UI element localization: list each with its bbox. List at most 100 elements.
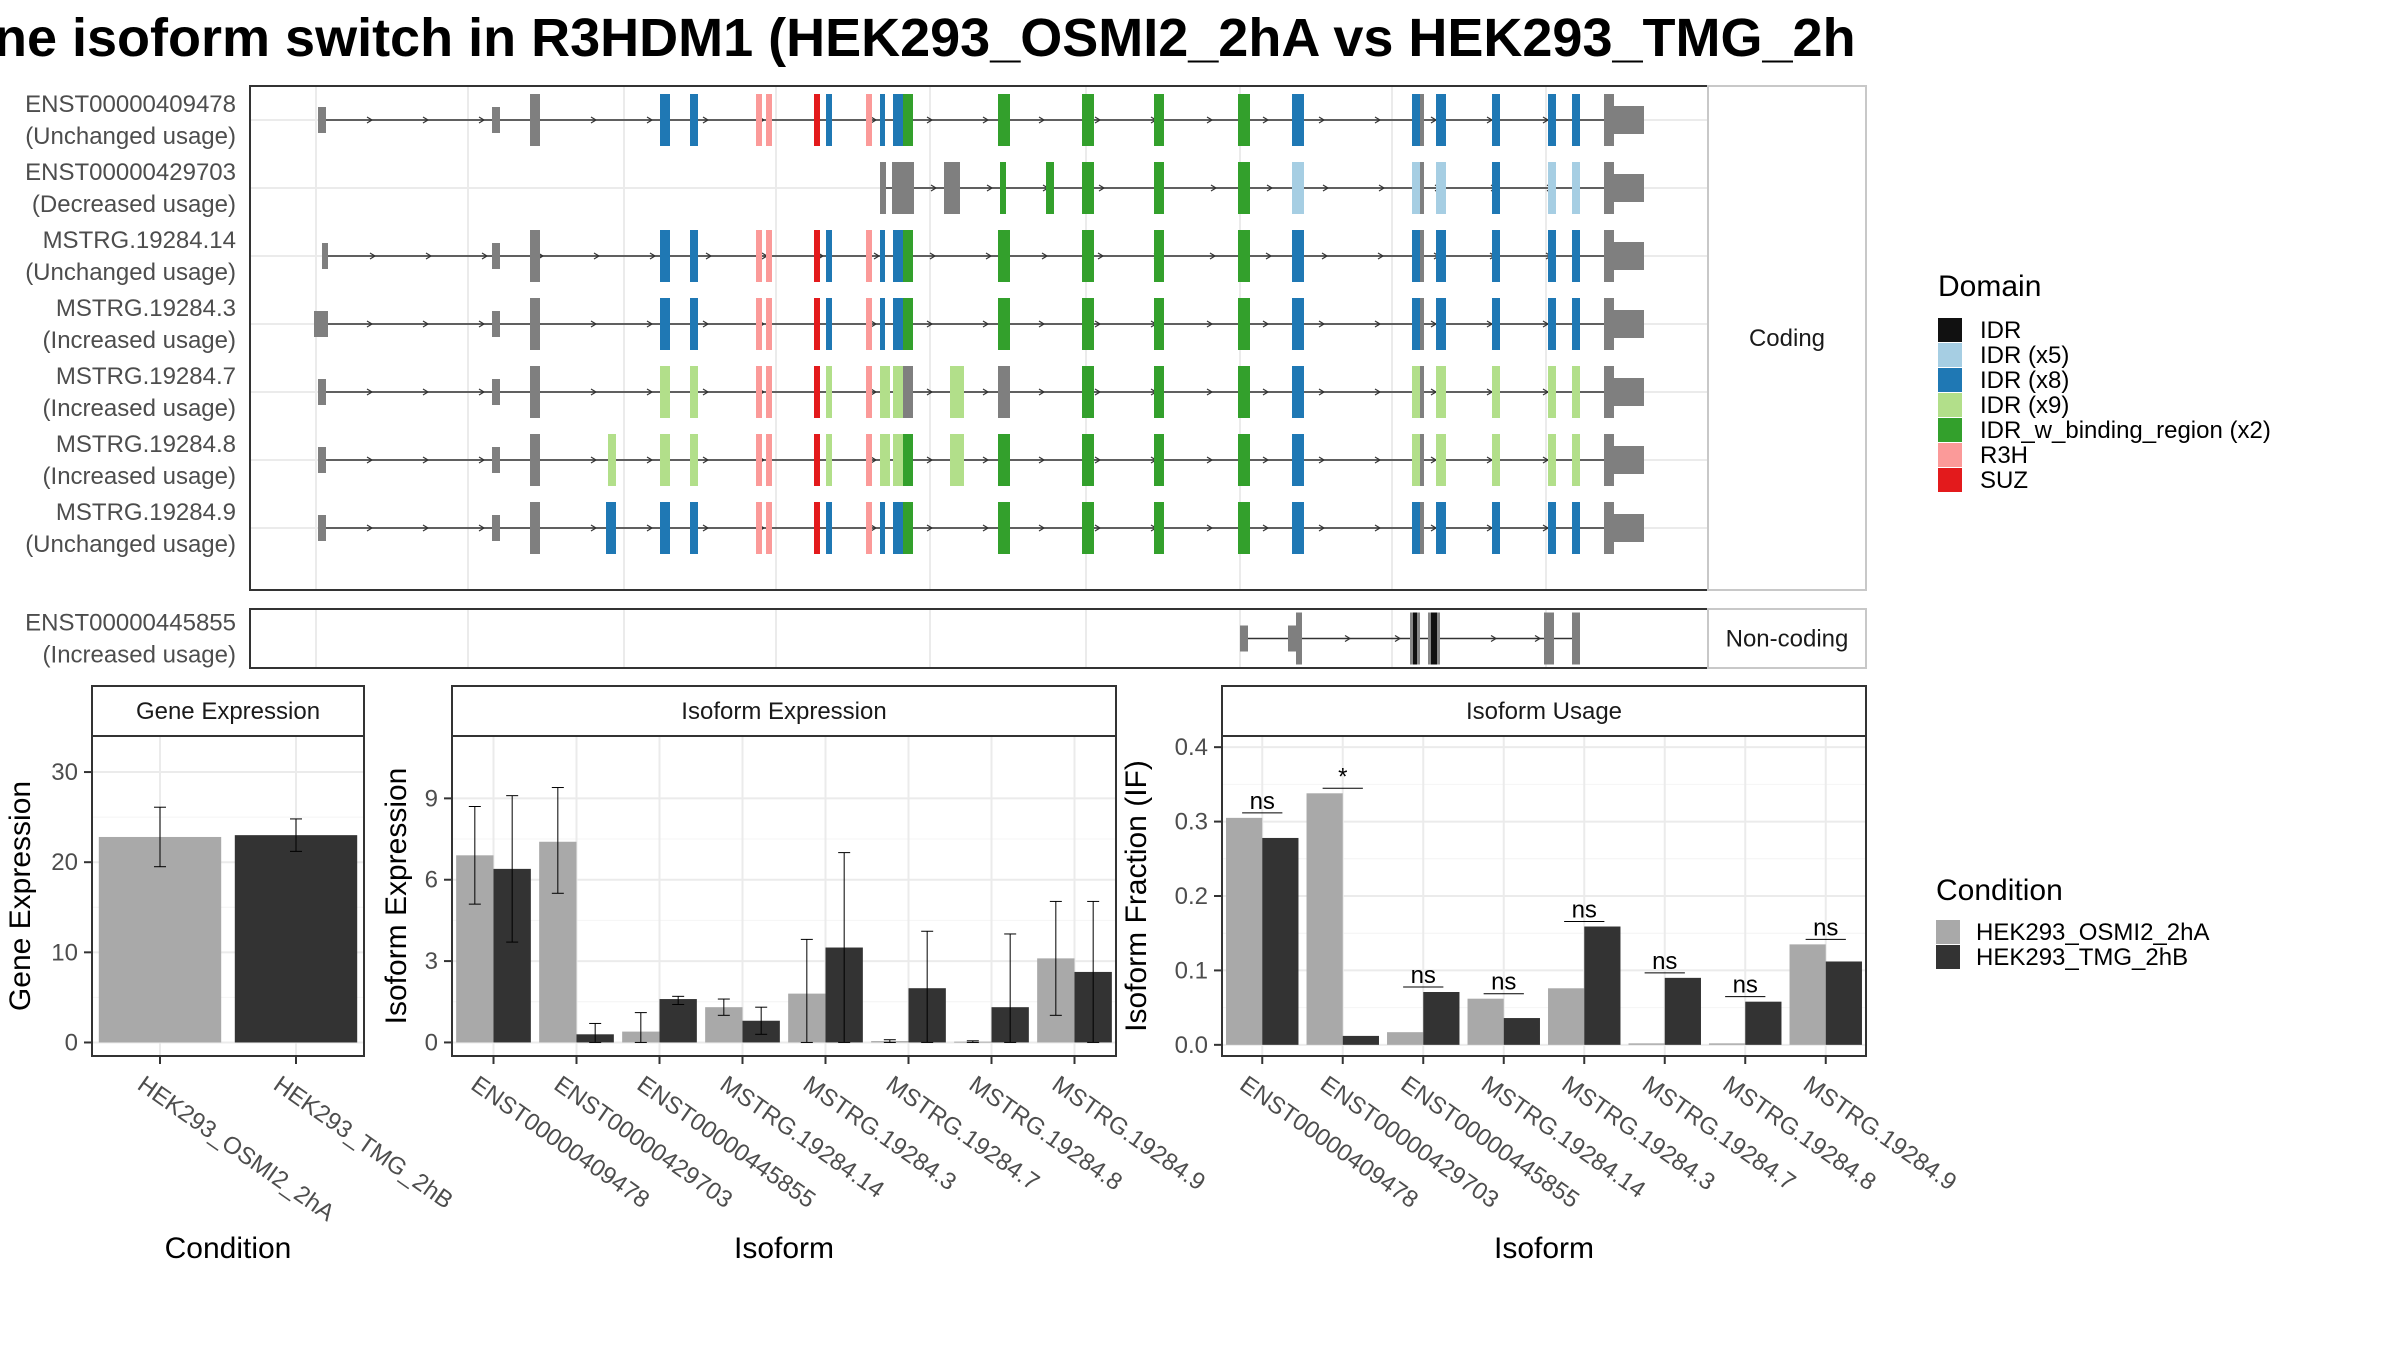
significance-label: ns	[1733, 972, 1758, 999]
intron-arrow	[1206, 116, 1214, 124]
intron-arrow	[870, 320, 878, 328]
isoform-usage-chart: Isoform Usage0.00.10.20.30.4nsENST000004…	[1120, 685, 1961, 1265]
legend-swatch-domain	[1938, 443, 1962, 467]
exon-block	[950, 434, 964, 486]
exon-block	[756, 230, 762, 282]
exon-block	[1292, 162, 1304, 214]
exon-block	[660, 502, 670, 554]
intron-arrow	[926, 388, 934, 396]
coding-strip-label: Coding	[1749, 325, 1825, 352]
significance-label: *	[1338, 763, 1347, 790]
transcript-row-noncoding	[1240, 612, 1580, 665]
legend-label-domain: IDR (x9)	[1980, 392, 2069, 419]
exon-block	[492, 311, 500, 337]
exon-block	[814, 366, 820, 418]
exon-block	[826, 230, 832, 282]
intron-arrow	[422, 388, 430, 396]
intron-arrow	[369, 252, 377, 260]
exon-block	[1238, 298, 1250, 350]
intron-arrow	[1377, 252, 1385, 260]
intron-arrow	[646, 524, 654, 532]
intron-arrow	[1038, 116, 1046, 124]
exon-block	[1154, 230, 1164, 282]
exon-block	[1572, 230, 1580, 282]
exon-block	[1082, 298, 1094, 350]
exon-block	[866, 366, 872, 418]
transcript-status-label: (Unchanged usage)	[25, 259, 236, 286]
y-tick-label: 0	[65, 1029, 78, 1056]
intron-arrow	[1322, 184, 1330, 192]
exon-block	[814, 94, 820, 146]
intron-arrow	[366, 524, 374, 532]
exon-block	[1238, 434, 1250, 486]
legend-label-domain: R3H	[1980, 442, 2028, 469]
intron-arrow	[702, 116, 710, 124]
figure-title: ne isoform switch in R3HDM1 (HEK293_OSMI…	[0, 8, 1856, 68]
exon-block	[690, 366, 698, 418]
exon-block	[660, 298, 670, 350]
legend-swatch-domain	[1938, 393, 1962, 417]
y-tick-label: 0	[425, 1029, 438, 1056]
exon-block	[1154, 502, 1164, 554]
exon-block	[892, 162, 914, 214]
intron-arrow	[590, 388, 598, 396]
exon-block	[1572, 434, 1580, 486]
exon-block	[1412, 162, 1420, 214]
bar	[1342, 1035, 1379, 1045]
exon-block	[314, 311, 328, 337]
y-tick-label: 0.1	[1175, 957, 1208, 984]
exon-block	[880, 230, 885, 282]
y-tick-label: 0.0	[1175, 1032, 1208, 1059]
bar	[1825, 961, 1862, 1045]
bar	[1709, 1043, 1746, 1045]
exon-block	[1614, 242, 1644, 270]
exon-block	[998, 434, 1010, 486]
bar	[1503, 1018, 1540, 1045]
exon-block	[826, 434, 832, 486]
exon-block	[608, 434, 616, 486]
intron-arrow	[1378, 184, 1386, 192]
bar	[1306, 793, 1343, 1045]
exon-block	[690, 298, 698, 350]
intron-arrow	[1374, 116, 1382, 124]
legend-swatch-domain	[1938, 418, 1962, 442]
bar	[1548, 988, 1585, 1045]
exon-block	[1492, 298, 1500, 350]
intron-arrow	[1318, 456, 1326, 464]
exon-block	[1572, 298, 1580, 350]
exon-block	[880, 434, 890, 486]
domain-legend-title: Domain	[1938, 270, 2041, 303]
intron-arrow	[366, 320, 374, 328]
exon-block	[1614, 174, 1644, 202]
exon-block	[322, 243, 328, 269]
y-tick-label: 3	[425, 948, 438, 975]
isoform-expression-chart: Isoform Expression0369ENST00000409478ENS…	[380, 685, 1210, 1265]
exon-block	[660, 230, 670, 282]
transcript-status-label: (Increased usage)	[43, 327, 236, 354]
exon-block	[998, 298, 1010, 350]
intron-arrow	[646, 456, 654, 464]
exon-block	[866, 502, 872, 554]
exon-block	[998, 230, 1010, 282]
transcript-row	[318, 94, 1644, 146]
significance-label: ns	[1652, 948, 1677, 975]
exon-block	[1604, 162, 1614, 214]
exon-block	[866, 434, 872, 486]
exon-block	[1604, 94, 1614, 146]
intron-arrow	[646, 116, 654, 124]
intron-arrow	[649, 252, 657, 260]
intron-arrow	[1094, 388, 1102, 396]
transcript-id-label: ENST00000409478	[25, 91, 236, 118]
exon-block	[998, 366, 1010, 418]
transcript-id-label: MSTRG.19284.7	[56, 363, 236, 390]
intron-arrow	[1206, 524, 1214, 532]
bar	[1226, 817, 1263, 1045]
exon-block	[1288, 625, 1298, 652]
bar	[234, 835, 358, 1043]
exon-block	[690, 502, 698, 554]
intron-arrow	[478, 116, 486, 124]
exon-block	[1292, 502, 1304, 554]
y-tick-label: 0.2	[1175, 883, 1208, 910]
bar	[1423, 992, 1460, 1045]
